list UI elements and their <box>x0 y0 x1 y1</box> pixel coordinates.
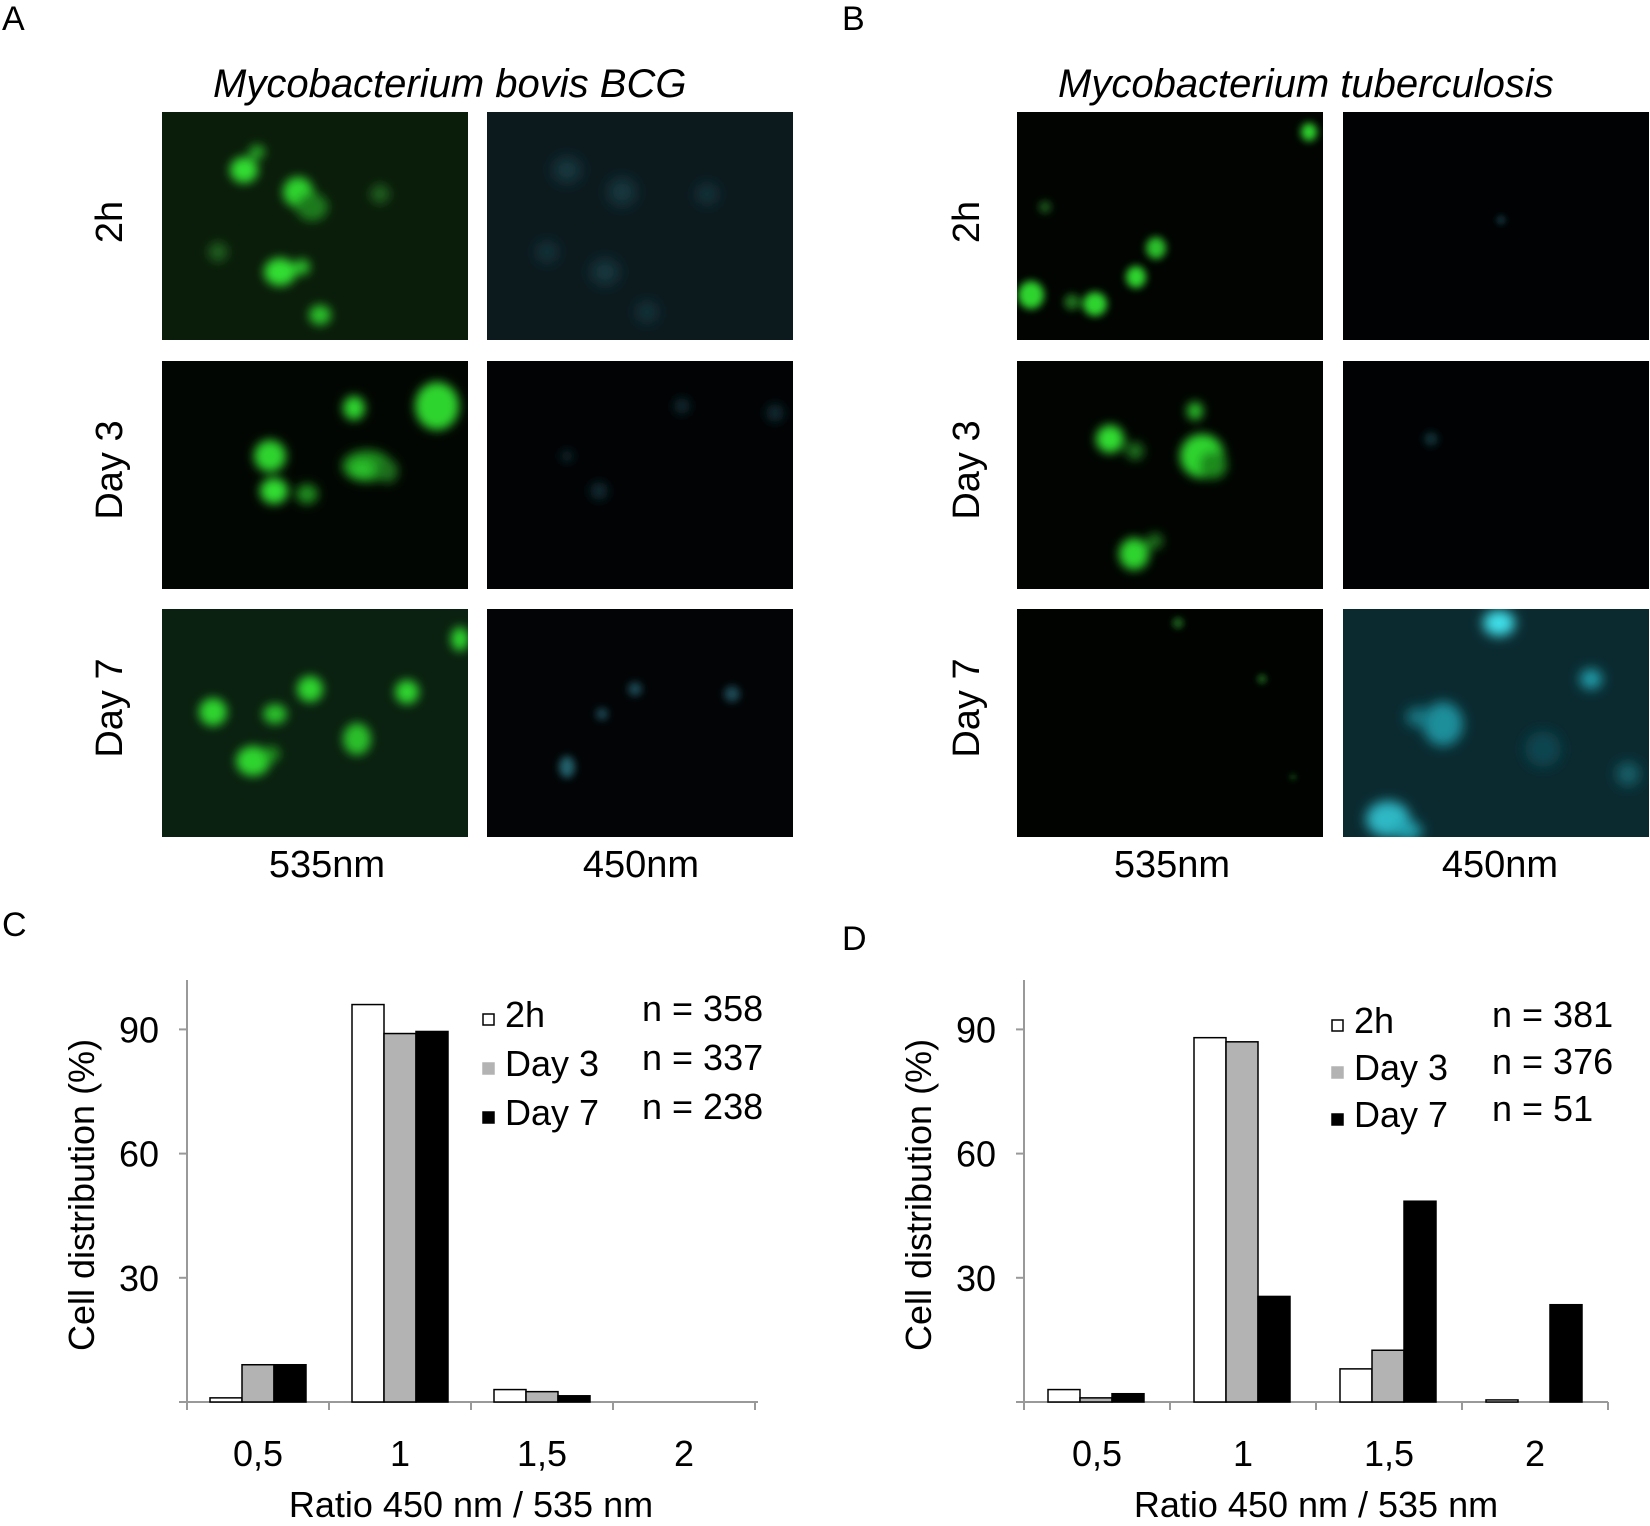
micrograph-mtb-2h-450nm <box>1343 112 1649 340</box>
legend-n: n = 51 <box>1492 1088 1593 1129</box>
chart-c: 30 60 90 0,5 1 1,5 2 Ratio 450 nm / 535 nm Cell … <box>61 980 763 1525</box>
wavelength-label-450nm-b: 450nm <box>1441 844 1559 886</box>
y-tick-label: 30 <box>119 1258 159 1299</box>
micrograph-bcg-day3-450nm <box>487 361 793 589</box>
chart-d: 30 60 90 0,5 1 1,5 2 Ratio 450 nm / 535 nm Cell … <box>900 980 1613 1525</box>
panel-label-a: A <box>2 0 25 38</box>
panel-label-c: C <box>2 906 27 944</box>
wavelength-label-535nm-a: 535nm <box>268 844 386 886</box>
bar-2h <box>209 1397 243 1403</box>
legend-n: n = 376 <box>1492 1041 1613 1082</box>
x-tick-label: 1,5 <box>1364 1433 1414 1474</box>
bar-day-7 <box>415 1030 449 1403</box>
panel-label-d: D <box>842 920 867 958</box>
wavelength-label-535nm-b: 535nm <box>1113 844 1231 886</box>
bar-2h <box>1047 1388 1081 1403</box>
row-label-day3: Day 3 <box>946 420 988 520</box>
x-tick-label: 2 <box>1525 1433 1545 1474</box>
bar-day-3 <box>383 1032 417 1403</box>
x-axis-title: Ratio 450 nm / 535 nm <box>1134 1484 1498 1525</box>
bar-day-3 <box>241 1363 275 1403</box>
micrograph-bcg-2h-535nm <box>162 112 468 340</box>
legend-n: n = 358 <box>642 988 763 1029</box>
species-title-bcg: Mycobacterium bovis BCG <box>213 62 687 106</box>
legend-swatch <box>1331 1019 1344 1032</box>
bar-day-7 <box>1257 1295 1291 1403</box>
row-label-day7: Day 7 <box>89 658 131 758</box>
x-tick-label: 1 <box>1233 1433 1253 1474</box>
bar-day-3 <box>1371 1349 1405 1403</box>
legend-swatch <box>482 1013 495 1026</box>
micrograph-bcg-day7-450nm <box>487 609 793 837</box>
micrograph-bcg-2h-450nm <box>487 112 793 340</box>
x-tick-label: 1 <box>390 1433 410 1474</box>
bar-2h <box>351 1003 385 1403</box>
bar-day-7 <box>273 1363 307 1403</box>
row-label-day7: Day 7 <box>946 658 988 758</box>
panel-label-b: B <box>842 0 865 38</box>
x-tick-label: 1,5 <box>517 1433 567 1474</box>
y-tick-label: 30 <box>956 1258 996 1299</box>
bar-2h <box>1485 1399 1519 1403</box>
bar-day-7 <box>1549 1303 1583 1403</box>
y-axis-title: Cell distribution (%) <box>61 1039 102 1351</box>
legend-label: Day 7 <box>1354 1094 1448 1135</box>
x-tick-label: 0,5 <box>1072 1433 1122 1474</box>
row-label-2h: 2h <box>946 200 988 244</box>
legend-label: Day 3 <box>1354 1047 1448 1088</box>
bar-2h <box>1193 1036 1227 1403</box>
legend-label: 2h <box>505 994 545 1035</box>
y-tick-label: 90 <box>119 1009 159 1050</box>
micrograph-mtb-day7-450nm <box>1343 609 1649 837</box>
legend-label: 2h <box>1354 1000 1394 1041</box>
y-tick-label: 60 <box>119 1134 159 1175</box>
legend-n: n = 238 <box>642 1086 763 1127</box>
bar-day-3 <box>1079 1397 1113 1403</box>
legend-swatch <box>482 1111 495 1124</box>
bar-2h <box>493 1388 527 1403</box>
x-tick-label: 2 <box>674 1433 694 1474</box>
legend-swatch <box>482 1062 495 1075</box>
bar-day-7 <box>1403 1200 1437 1403</box>
micrograph-mtb-day3-535nm <box>1017 361 1323 589</box>
bar-2h <box>1339 1368 1373 1403</box>
y-tick-label: 60 <box>956 1134 996 1175</box>
legend-label: Day 7 <box>505 1092 599 1133</box>
micrograph-bcg-day7-535nm <box>162 609 468 837</box>
legend-n: n = 337 <box>642 1037 763 1078</box>
row-label-day3: Day 3 <box>89 420 131 520</box>
bar-day-3 <box>1225 1041 1259 1403</box>
legend-swatch <box>1331 1113 1344 1126</box>
micrograph-bcg-day3-535nm <box>162 361 468 589</box>
row-label-2h: 2h <box>89 200 131 244</box>
wavelength-label-450nm-a: 450nm <box>582 844 700 886</box>
legend-swatch <box>1331 1066 1344 1079</box>
x-axis-title: Ratio 450 nm / 535 nm <box>289 1484 653 1525</box>
micrograph-mtb-2h-535nm <box>1017 112 1323 340</box>
bar-day-7 <box>557 1395 591 1403</box>
bar-day-7 <box>1111 1392 1145 1403</box>
micrograph-mtb-day7-535nm <box>1017 609 1323 837</box>
x-tick-label: 0,5 <box>233 1433 283 1474</box>
legend-label: Day 3 <box>505 1043 599 1084</box>
species-title-mtb: Mycobacterium tuberculosis <box>1058 62 1554 106</box>
legend-n: n = 381 <box>1492 994 1613 1035</box>
micrograph-mtb-day3-450nm <box>1343 361 1649 589</box>
bar-day-3 <box>525 1390 559 1403</box>
y-axis-title: Cell distribution (%) <box>900 1039 939 1351</box>
y-tick-label: 90 <box>956 1009 996 1050</box>
